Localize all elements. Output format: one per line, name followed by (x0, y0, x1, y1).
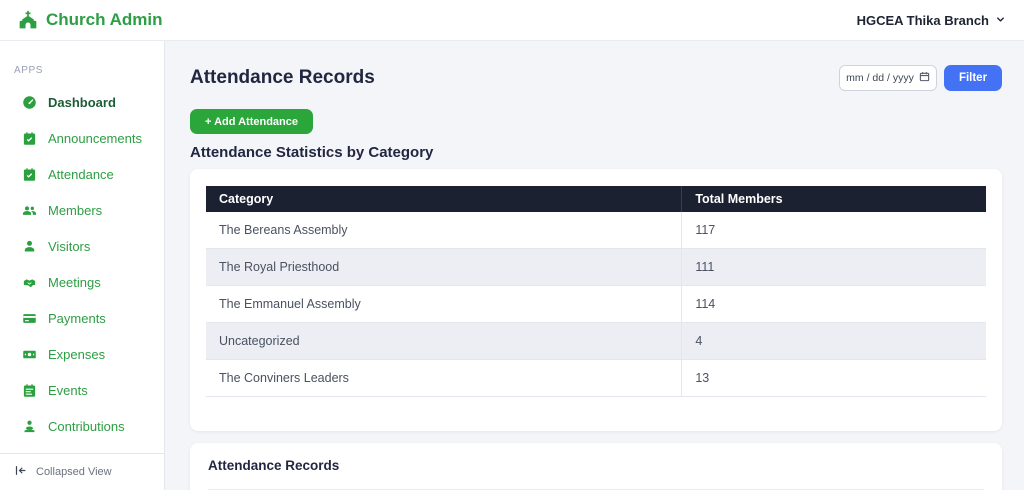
sidebar-item-dashboard[interactable]: Dashboard (0, 84, 164, 120)
sidebar-item-payments[interactable]: Payments (0, 300, 164, 336)
add-attendance-button[interactable]: + Add Attendance (190, 109, 314, 134)
dashboard-icon (22, 95, 37, 110)
sidebar-item-expenses[interactable]: Expenses (0, 336, 164, 372)
table-row: The Royal Priesthood 111 (206, 248, 986, 286)
records-card: Attendance Records (190, 443, 1002, 490)
stats-heading: Attendance Statistics by Category (190, 144, 434, 161)
records-heading: Attendance Records (208, 458, 984, 490)
collapse-view-toggle[interactable]: Collapsed View (0, 453, 164, 490)
filter-group: mm / dd / yyyy Filter (839, 65, 1002, 91)
category-cell: The Royal Priesthood (206, 248, 682, 286)
category-cell: Uncategorized (206, 322, 682, 360)
contributions-icon (22, 419, 37, 434)
top-navbar: Church Admin HGCEA Thika Branch (0, 0, 1024, 41)
sidebar-item-label: Contributions (48, 418, 125, 434)
filter-button[interactable]: Filter (944, 65, 1002, 91)
sidebar-item-announcements[interactable]: Announcements (0, 120, 164, 156)
sidebar-item-label: Expenses (48, 346, 106, 362)
sidebar: APPS Dashboard Announcements Attendance (0, 41, 165, 490)
attendance-stats-table: Category Total Members The Bereans Assem… (206, 186, 986, 397)
sidebar-item-members[interactable]: Members (0, 192, 164, 228)
stats-card: Category Total Members The Bereans Assem… (190, 169, 1002, 431)
table-row: The Bereans Assembly 117 (206, 212, 986, 249)
sidebar-item-events[interactable]: Events (0, 372, 164, 408)
brand[interactable]: Church Admin (18, 10, 162, 30)
payments-icon (22, 311, 37, 326)
total-cell: 111 (681, 248, 986, 286)
table-row: The Emmanuel Assembly 114 (206, 285, 986, 323)
date-value: mm / dd / yyyy (846, 72, 914, 84)
chevron-down-icon (995, 13, 1006, 28)
column-header-total-members: Total Members (681, 186, 986, 212)
sidebar-item-label: Members (48, 202, 103, 218)
sidebar-item-visitors[interactable]: Visitors (0, 228, 164, 264)
sidebar-item-label: Visitors (48, 238, 91, 254)
members-icon (22, 203, 37, 218)
total-cell: 13 (681, 359, 986, 397)
total-cell: 114 (681, 285, 986, 323)
sidebar-item-label: Announcements (48, 130, 142, 146)
total-cell: 117 (681, 212, 986, 249)
visitors-icon (22, 239, 37, 254)
date-filter-input[interactable]: mm / dd / yyyy (839, 65, 937, 91)
announcements-icon (22, 131, 37, 146)
column-header-category: Category (206, 186, 682, 212)
meetings-icon (22, 275, 37, 290)
branch-selector[interactable]: HGCEA Thika Branch (857, 13, 1006, 28)
category-cell: The Conviners Leaders (206, 359, 682, 397)
calendar-icon (919, 71, 930, 85)
total-cell: 4 (681, 322, 986, 360)
sidebar-item-label: Payments (48, 310, 106, 326)
sidebar-item-label: Dashboard (48, 94, 116, 110)
page-title: Attendance Records (190, 67, 375, 88)
brand-title: Church Admin (46, 10, 163, 29)
events-icon (22, 383, 37, 398)
collapse-label: Collapsed View (36, 466, 112, 478)
sidebar-item-contributions[interactable]: Contributions (0, 408, 164, 444)
church-icon (18, 10, 38, 30)
sidebar-item-label: Meetings (48, 274, 101, 290)
sidebar-item-label: Attendance (48, 166, 114, 182)
sidebar-item-meetings[interactable]: Meetings (0, 264, 164, 300)
expenses-icon (22, 347, 37, 362)
branch-name: HGCEA Thika Branch (856, 12, 989, 28)
sidebar-item-label: Events (48, 382, 88, 398)
sidebar-item-attendance[interactable]: Attendance (0, 156, 164, 192)
attendance-icon (22, 167, 37, 182)
sidebar-nav: Dashboard Announcements Attendance Membe… (0, 84, 164, 453)
table-header-row: Category Total Members (206, 186, 986, 212)
collapse-icon (14, 464, 27, 480)
main-content: Attendance Records mm / dd / yyyy Filter… (165, 41, 1024, 490)
category-cell: The Bereans Assembly (206, 212, 682, 249)
table-row: Uncategorized 4 (206, 322, 986, 360)
table-row: The Conviners Leaders 13 (206, 359, 986, 397)
category-cell: The Emmanuel Assembly (206, 285, 682, 323)
sidebar-section-label: APPS (14, 65, 44, 76)
